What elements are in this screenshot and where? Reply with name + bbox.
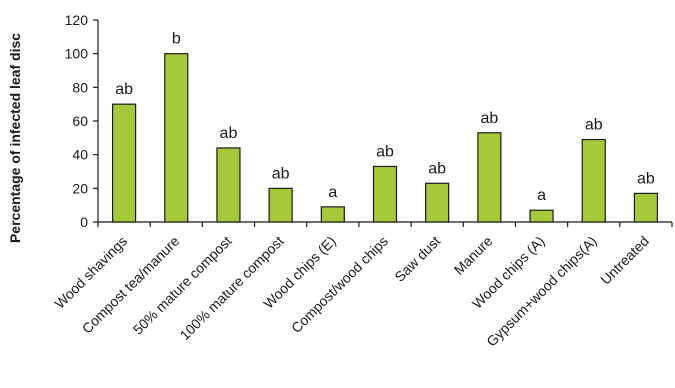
bar <box>529 209 554 223</box>
significance-labels: ab b ab ab a ab ab ab a ab ab <box>115 31 655 205</box>
x-axis <box>97 221 673 227</box>
bars-group <box>111 53 659 223</box>
y-tick-label: 80 <box>72 79 88 95</box>
category-label: Compost tea/manure <box>79 233 183 337</box>
y-tick-label: 60 <box>72 113 88 129</box>
y-tick-label: 0 <box>80 214 88 230</box>
significance-label: ab <box>115 81 133 98</box>
y-tick-label: 40 <box>72 147 88 163</box>
significance-label: a <box>328 184 337 201</box>
category-label: Compost/wood chips <box>288 233 391 336</box>
y-axis-title: Percentage of infected leaf disc <box>7 33 23 243</box>
bar <box>268 187 293 223</box>
significance-label: b <box>172 31 181 48</box>
bar <box>477 132 502 223</box>
category-label: 50% mature compost <box>130 233 235 338</box>
y-axis: 0 20 40 60 80 100 120 <box>65 12 99 230</box>
significance-label: ab <box>376 143 394 160</box>
bar <box>581 138 606 223</box>
significance-label: ab <box>272 165 290 182</box>
category-label: 100% mature compost <box>176 233 286 343</box>
bar <box>425 182 450 223</box>
bar <box>320 206 345 223</box>
category-label: Gypsum+wood chips(A) <box>483 233 600 350</box>
significance-label: ab <box>585 117 603 134</box>
category-label: Saw dust <box>391 233 443 285</box>
y-tick-label: 20 <box>72 180 88 196</box>
significance-label: a <box>537 187 546 204</box>
bar <box>633 192 659 223</box>
y-tick-label: 100 <box>65 46 89 62</box>
category-label: Manure <box>451 233 496 278</box>
significance-label: ab <box>220 125 238 142</box>
bar <box>372 165 398 223</box>
significance-label: ab <box>480 110 498 127</box>
significance-label: ab <box>637 170 655 187</box>
bar <box>216 147 241 223</box>
category-label: Untreated <box>597 233 652 288</box>
bar <box>164 53 189 223</box>
y-tick-label: 120 <box>65 12 89 28</box>
bar <box>111 103 137 223</box>
significance-label: ab <box>428 160 446 177</box>
